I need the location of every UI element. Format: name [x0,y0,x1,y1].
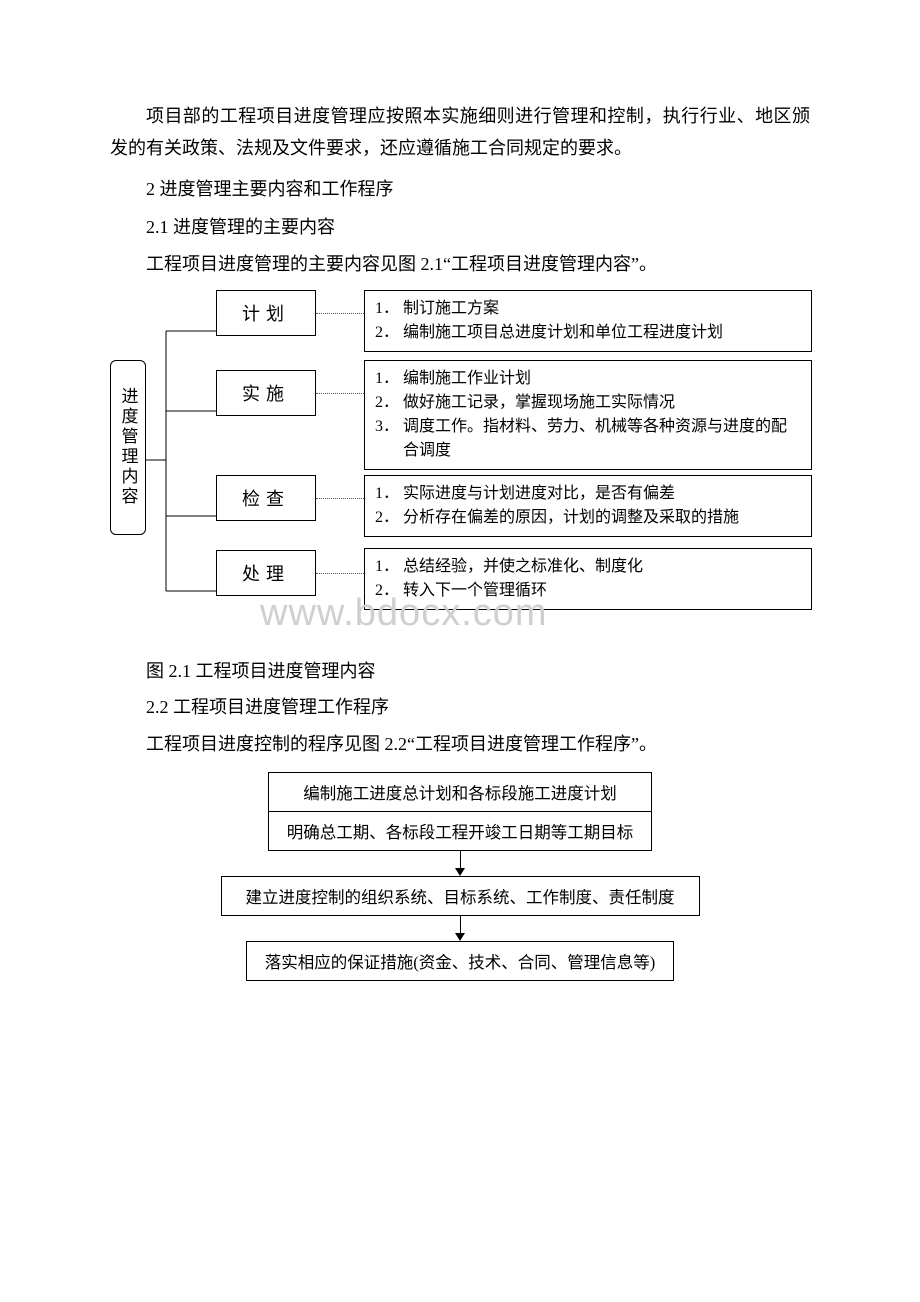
diagram-1-detail-box-check: 1．实际进度与计划进度对比，是否有偏差 2．分析存在偏差的原因，计划的调整及采取… [364,475,812,537]
list-number: 2． [375,321,403,345]
diagram-1-stage-label: 处理 [242,560,290,586]
diagram-1-stage-box-plan: 计划 [216,290,316,336]
arrow-down-icon [455,851,465,876]
diagram-1-root-box: 进度管理内容 [110,360,146,535]
diagram-1-stage-label: 检查 [242,485,290,511]
diagram-1-connector [316,573,364,574]
list-text: 编制施工作业计划 [403,367,801,391]
list-text: 制订施工方案 [403,297,801,321]
list-number: 3． [375,415,403,463]
diagram-1-stage-box-implement: 实施 [216,370,316,416]
diagram-1-detail-box-handle: 1．总结经验，并使之标准化、制度化 2．转入下一个管理循环 [364,548,812,610]
list-text: 做好施工记录，掌握现场施工实际情况 [403,391,801,415]
diagram-1-root-label: 进度管理内容 [120,387,137,507]
diagram-1-stage-box-handle: 处理 [216,550,316,596]
intro-paragraph: 项目部的工程项目进度管理应按照本实施细则进行管理和控制，执行行业、地区颁发的有关… [110,100,810,165]
list-text: 实际进度与计划进度对比，是否有偏差 [403,482,801,506]
diagram-1-stage-label: 实施 [242,380,290,406]
diagram-2-container: 编制施工进度总计划和各标段施工进度计划 明确总工期、各标段工程开竣工日期等工期目… [110,772,810,981]
arrow-down-icon [455,916,465,941]
diagram-1-connector [316,393,364,394]
diagram-2-step-2: 明确总工期、各标段工程开竣工日期等工期目标 [268,812,653,851]
list-number: 1． [375,555,403,579]
list-number: 1． [375,297,403,321]
diagram-1-detail-box-implement: 1．编制施工作业计划 2．做好施工记录，掌握现场施工实际情况 3．调度工作。指材… [364,360,812,470]
diagram-1-detail-box-plan: 1．制订施工方案 2．编制施工项目总进度计划和单位工程进度计划 [364,290,812,352]
list-text: 分析存在偏差的原因，计划的调整及采取的措施 [403,506,801,530]
list-number: 1． [375,367,403,391]
section-2-1-desc: 工程项目进度管理的主要内容见图 2.1“工程项目进度管理内容”。 [110,248,810,280]
list-number: 2． [375,506,403,530]
diagram-1-container: 进度管理内容 计划 1．制订施工方案 2．编制施工项目总进度计划和单位工程进度计… [110,290,810,625]
list-text: 转入下一个管理循环 [403,579,801,603]
section-2-heading: 2 进度管理主要内容和工作程序 [110,173,810,205]
diagram-1-stage-label: 计划 [242,300,290,326]
list-text: 编制施工项目总进度计划和单位工程进度计划 [403,321,801,345]
list-number: 1． [375,482,403,506]
list-text: 调度工作。指材料、劳力、机械等各种资源与进度的配合调度 [403,415,801,463]
list-number: 2． [375,391,403,415]
section-2-1-heading: 2.1 进度管理的主要内容 [110,211,810,243]
diagram-2-step-1: 编制施工进度总计划和各标段施工进度计划 [268,772,653,812]
diagram-2-step-3: 建立进度控制的组织系统、目标系统、工作制度、责任制度 [221,876,700,916]
diagram-1-connector [316,313,364,314]
section-2-2-heading: 2.2 工程项目进度管理工作程序 [110,691,810,723]
diagram-2-step-4: 落实相应的保证措施(资金、技术、合同、管理信息等) [246,941,675,981]
list-text: 总结经验，并使之标准化、制度化 [403,555,801,579]
diagram-1-connector [316,498,364,499]
list-number: 2． [375,579,403,603]
diagram-2-top-stack: 编制施工进度总计划和各标段施工进度计划 明确总工期、各标段工程开竣工日期等工期目… [268,772,653,851]
section-2-2-desc: 工程项目进度控制的程序见图 2.2“工程项目进度管理工作程序”。 [110,728,810,760]
diagram-1-stage-box-check: 检查 [216,475,316,521]
diagram-1-bracket [146,308,216,598]
figure-2-1-caption: 图 2.1 工程项目进度管理内容 [110,655,810,687]
